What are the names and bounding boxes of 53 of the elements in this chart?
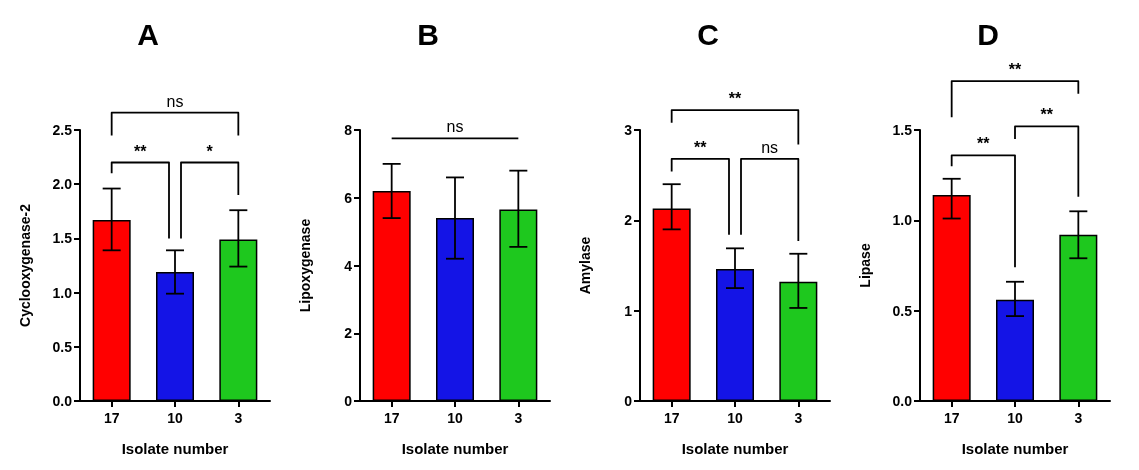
annotation: ** bbox=[694, 138, 708, 156]
text: ** bbox=[728, 90, 742, 108]
x-tick-label: 17 bbox=[103, 410, 120, 426]
text: ns bbox=[166, 92, 184, 110]
chart-title: A bbox=[137, 17, 159, 51]
y-tick-label: 2.5 bbox=[52, 122, 73, 138]
y-tick-label: 2.0 bbox=[52, 176, 73, 193]
x-tick-label: 3 bbox=[514, 410, 523, 426]
y-tick-label: 1 bbox=[624, 302, 633, 319]
x-tick-label: 10 bbox=[167, 410, 183, 426]
chart-title: D bbox=[977, 17, 999, 51]
text: ** bbox=[1008, 61, 1022, 79]
x-tick-label: 17 bbox=[663, 410, 680, 426]
chart-title: C bbox=[697, 17, 719, 51]
y-tick-label: 8 bbox=[344, 122, 353, 138]
y-tick-label: 4 bbox=[344, 257, 353, 274]
x-tick-label: 10 bbox=[1007, 410, 1023, 426]
y-tick-label: 1.5 bbox=[892, 122, 913, 138]
x-tick-label: 17 bbox=[383, 410, 400, 426]
y-tick-label: 1.0 bbox=[52, 284, 73, 301]
y-tick-label: 2 bbox=[344, 325, 353, 342]
y-tick-label: 3 bbox=[624, 122, 633, 138]
x-tick-label: 3 bbox=[234, 410, 243, 426]
x-tick-label: 17 bbox=[943, 410, 960, 426]
y-tick-label: 1.5 bbox=[52, 230, 73, 247]
x-tick-label: 3 bbox=[1074, 410, 1083, 426]
annotation: ns bbox=[761, 138, 779, 156]
y-axis-title: Cyclooxygenase-2 bbox=[17, 203, 33, 327]
x-axis-title: Isolate number bbox=[121, 440, 229, 457]
x-axis-title: Isolate number bbox=[961, 440, 1069, 457]
y-tick-label: 0.5 bbox=[892, 302, 913, 319]
x-tick-label: 10 bbox=[727, 410, 743, 426]
y-tick-label: 0.0 bbox=[52, 393, 73, 409]
annotation: ns bbox=[446, 118, 464, 136]
y-tick-label: 1.0 bbox=[892, 212, 913, 229]
text: ** bbox=[1040, 106, 1054, 124]
y-tick-label: 0 bbox=[344, 393, 353, 409]
x-axis-title: Isolate number bbox=[401, 440, 509, 457]
chart-title: B bbox=[417, 17, 439, 51]
y-tick-label: 6 bbox=[344, 189, 353, 206]
annotation: ** bbox=[134, 142, 148, 160]
y-axis-title: Amylase bbox=[577, 236, 593, 295]
annotation: * bbox=[206, 142, 214, 160]
y-axis-title: Lipoxygenase bbox=[297, 218, 313, 313]
y-tick-label: 0.0 bbox=[892, 393, 913, 409]
x-axis-title: Isolate number bbox=[681, 440, 789, 457]
x-tick-label: 3 bbox=[794, 410, 803, 426]
y-tick-label: 2 bbox=[624, 212, 633, 229]
y-tick-label: 0.5 bbox=[52, 338, 73, 355]
y-tick-label: 0 bbox=[624, 393, 633, 409]
annotation: ** bbox=[977, 135, 991, 153]
x-tick-label: 10 bbox=[447, 410, 463, 426]
y-axis-title: Lipase bbox=[857, 243, 873, 288]
